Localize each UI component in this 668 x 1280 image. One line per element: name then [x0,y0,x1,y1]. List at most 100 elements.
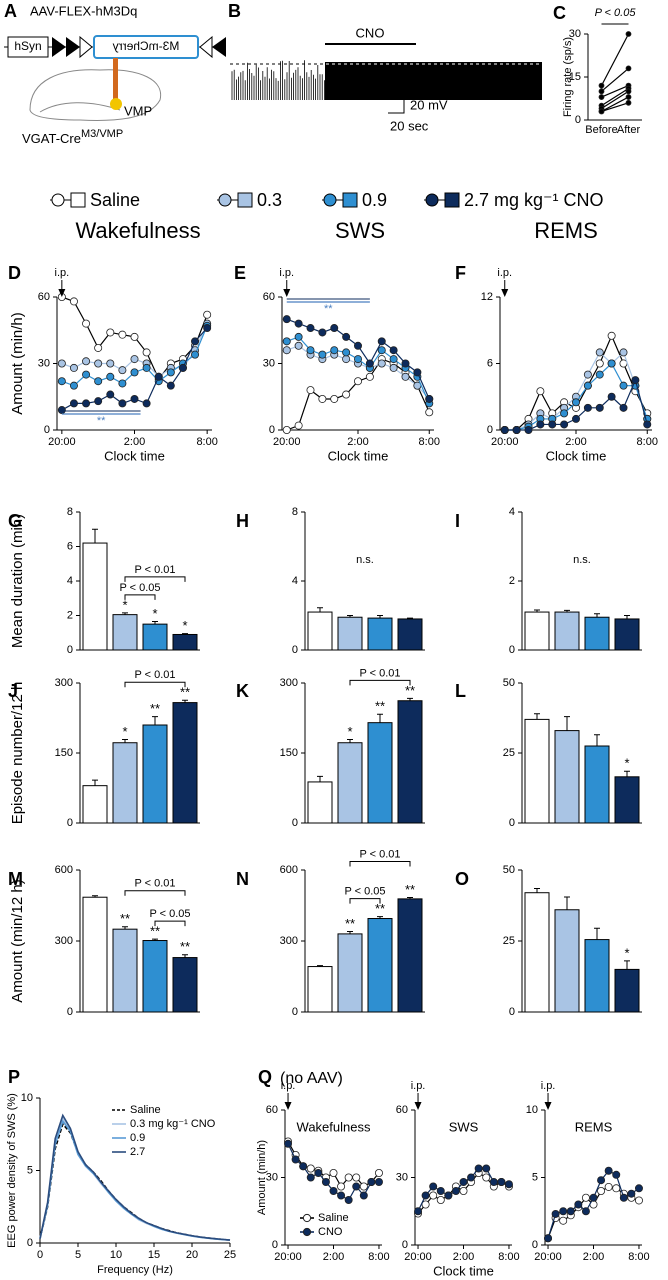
data-point [444,1191,453,1200]
column-title: SWS [335,218,385,243]
y-axis-label: Episode number/12 h [9,682,26,825]
data-point [342,390,351,399]
significance-star: ** [150,924,160,939]
mouse-label: VGAT-CreM3/VMP [22,128,123,147]
data-point [306,346,315,355]
significance-star: * [624,756,629,771]
data-point [544,1234,553,1243]
y-tick-label: 10 [21,1092,33,1104]
column-title: Wakefulness [75,218,200,243]
error-bar [594,927,600,940]
error-bar [152,716,158,725]
data-point [342,348,351,357]
error-bar [564,896,570,910]
data-point [597,1176,606,1185]
y-tick-label: 0 [487,424,493,436]
data-point [337,1182,346,1191]
y-tick-label: 50 [503,677,515,689]
data-point [551,1209,560,1218]
data-point [625,65,632,72]
data-point [598,88,605,95]
data-point [330,324,339,333]
series-line [601,85,629,98]
y-tick-label: 30 [569,28,581,40]
data-point [69,363,78,372]
legend-marker [302,1213,312,1223]
data-point [595,348,604,357]
data-point [342,332,351,341]
data-point [352,1182,361,1191]
legend-label: 2.7 mg kg⁻¹ CNO [464,190,604,210]
data-point [294,319,303,328]
data-point [425,408,434,417]
series-line [601,87,629,107]
panel-letter: K [236,681,249,701]
error-bar [564,716,570,731]
error-bar [534,609,540,613]
arrow-label: i.p. [281,1080,296,1092]
data-point [142,399,151,408]
legend-label: 0.3 mg kg⁻¹ CNO [130,1118,216,1130]
bracket-label: P < 0.01 [359,848,400,860]
bracket [124,681,186,688]
legend-label: 0.9 [130,1132,145,1144]
x-tick-label: 8:00 [637,436,658,448]
data-point [365,359,374,368]
data-point [389,355,398,364]
data-point [57,406,66,415]
data-point [595,403,604,412]
bracket-label: P < 0.05 [344,886,385,898]
data-point [166,381,175,390]
panel-letter: P [8,1067,20,1087]
legend-square [444,192,460,208]
y-tick-label: 4 [509,506,515,518]
data-point [118,330,127,339]
note: n.s. [356,554,374,566]
data-point [572,414,581,423]
data-point [299,1162,308,1171]
data-point [451,1187,460,1196]
scale-bar [388,100,405,114]
bar [584,745,610,824]
panel-letter: J [8,681,18,701]
lox-site [199,35,213,59]
data-point [69,399,78,408]
data-point [318,328,327,337]
y-tick-label: 0 [509,817,515,829]
data-point [581,1193,590,1202]
y-axis-label: Firing rate (sp/s) [562,37,574,117]
data-point [604,1182,613,1191]
data-point [294,341,303,350]
data-point [634,1196,643,1205]
y-tick-label: 25 [503,747,515,759]
scale-y: 20 mV [410,97,448,112]
x-tick-label: 2:00 [323,1251,344,1263]
mouse-line: VGAT-Cre [22,131,81,146]
data-point [306,324,315,333]
subtitle: (no AAV) [280,1070,343,1087]
data-point [106,390,115,399]
data-point [467,1173,476,1182]
data-point [365,372,374,381]
y-tick-label: 600 [280,864,298,876]
y-tick-label: 0 [44,424,50,436]
error-bar [182,699,188,703]
error-bar [152,621,158,625]
significance-star: * [152,606,157,621]
bar [554,730,580,824]
bar [584,939,610,1013]
note: n.s. [573,554,591,566]
data-point [429,1182,438,1191]
data-point [94,343,103,352]
data-point [425,394,434,403]
trace-dense [325,62,542,100]
y-tick-label: 0 [402,1239,408,1251]
data-point [118,366,127,375]
error-bar [377,713,383,723]
series-line [600,33,630,86]
data-point [142,348,151,357]
data-point [389,346,398,355]
chart-title: REMS [575,1119,613,1134]
data-point [306,1164,315,1173]
y-tick-label: 6 [487,357,493,369]
